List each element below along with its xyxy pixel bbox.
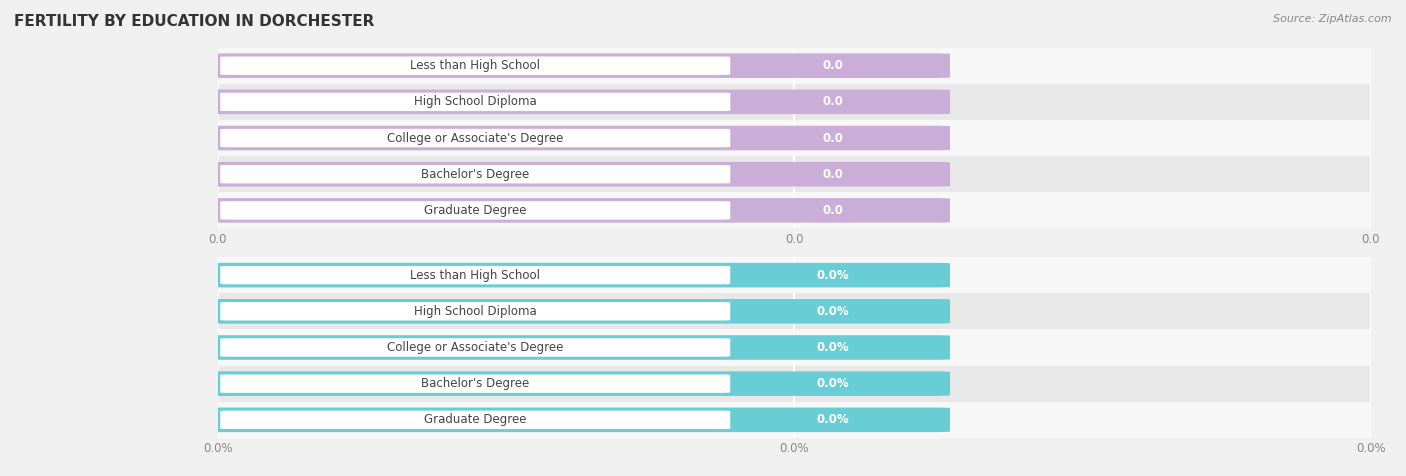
Text: 0.0: 0.0 bbox=[823, 59, 844, 72]
Bar bbox=[218, 402, 1371, 438]
FancyBboxPatch shape bbox=[221, 93, 730, 111]
FancyBboxPatch shape bbox=[221, 57, 730, 75]
FancyBboxPatch shape bbox=[221, 201, 730, 219]
FancyBboxPatch shape bbox=[221, 375, 730, 393]
FancyBboxPatch shape bbox=[221, 129, 730, 147]
FancyBboxPatch shape bbox=[201, 299, 950, 324]
Text: 0.0%: 0.0% bbox=[817, 377, 849, 390]
Text: Graduate Degree: Graduate Degree bbox=[425, 413, 526, 426]
Bar bbox=[218, 156, 1371, 192]
Text: Less than High School: Less than High School bbox=[411, 268, 540, 282]
Bar bbox=[218, 120, 1371, 156]
FancyBboxPatch shape bbox=[201, 89, 950, 114]
Text: 0.0%: 0.0% bbox=[817, 268, 849, 282]
Text: 0.0%: 0.0% bbox=[817, 305, 849, 318]
Text: College or Associate's Degree: College or Associate's Degree bbox=[387, 131, 564, 145]
FancyBboxPatch shape bbox=[221, 411, 730, 429]
FancyBboxPatch shape bbox=[201, 407, 950, 432]
FancyBboxPatch shape bbox=[221, 266, 730, 284]
Text: Graduate Degree: Graduate Degree bbox=[425, 204, 526, 217]
Bar bbox=[218, 329, 1371, 366]
Text: 0.0: 0.0 bbox=[823, 204, 844, 217]
Text: Bachelor's Degree: Bachelor's Degree bbox=[422, 377, 530, 390]
FancyBboxPatch shape bbox=[201, 335, 950, 360]
Text: High School Diploma: High School Diploma bbox=[413, 95, 537, 109]
Text: 0.0%: 0.0% bbox=[817, 413, 849, 426]
Text: 0.0: 0.0 bbox=[823, 168, 844, 181]
FancyBboxPatch shape bbox=[201, 162, 950, 187]
Text: 0.0%: 0.0% bbox=[817, 341, 849, 354]
Text: FERTILITY BY EDUCATION IN DORCHESTER: FERTILITY BY EDUCATION IN DORCHESTER bbox=[14, 14, 374, 30]
FancyBboxPatch shape bbox=[221, 338, 730, 357]
FancyBboxPatch shape bbox=[201, 53, 950, 78]
FancyBboxPatch shape bbox=[201, 126, 950, 150]
Text: College or Associate's Degree: College or Associate's Degree bbox=[387, 341, 564, 354]
Text: Less than High School: Less than High School bbox=[411, 59, 540, 72]
FancyBboxPatch shape bbox=[221, 165, 730, 183]
Bar bbox=[218, 192, 1371, 228]
Text: 0.0: 0.0 bbox=[823, 131, 844, 145]
FancyBboxPatch shape bbox=[201, 198, 950, 223]
FancyBboxPatch shape bbox=[201, 371, 950, 396]
Text: High School Diploma: High School Diploma bbox=[413, 305, 537, 318]
FancyBboxPatch shape bbox=[221, 302, 730, 320]
Text: 0.0: 0.0 bbox=[823, 95, 844, 109]
Bar bbox=[218, 366, 1371, 402]
Bar bbox=[218, 293, 1371, 329]
FancyBboxPatch shape bbox=[201, 263, 950, 288]
Text: Bachelor's Degree: Bachelor's Degree bbox=[422, 168, 530, 181]
Bar bbox=[218, 48, 1371, 84]
Bar bbox=[218, 84, 1371, 120]
Text: Source: ZipAtlas.com: Source: ZipAtlas.com bbox=[1274, 14, 1392, 24]
Bar bbox=[218, 257, 1371, 293]
